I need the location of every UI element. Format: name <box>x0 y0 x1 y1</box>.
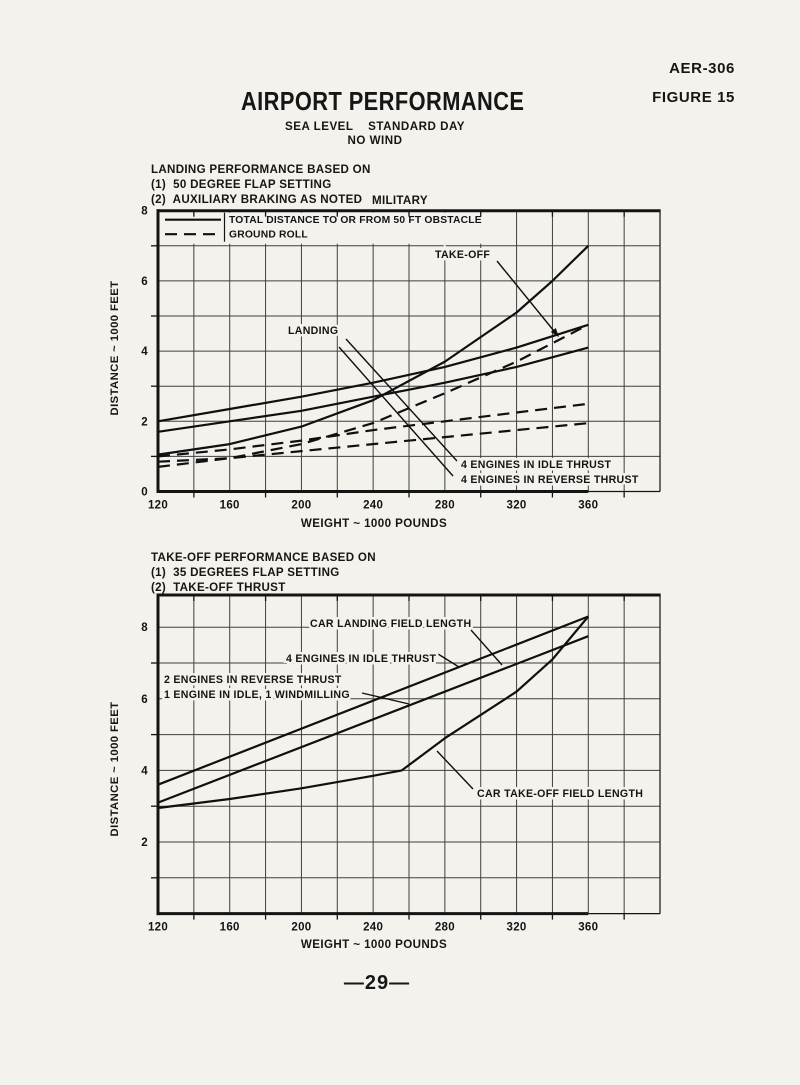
y-tick-label: 4 <box>141 765 148 777</box>
x-tick-label: 280 <box>435 922 455 934</box>
top-chart-x-axis-title: WEIGHT ~ 1000 POUNDS <box>300 517 448 530</box>
y-tick-label: 2 <box>141 837 148 849</box>
takeoff-notes-line-1: TAKE-OFF PERFORMANCE BASED ON <box>151 551 376 564</box>
annotation-leader-line <box>470 629 503 666</box>
x-tick-label: 240 <box>363 500 383 512</box>
annotation-leader-line <box>496 260 559 337</box>
x-tick-label: 320 <box>507 922 527 934</box>
y-tick-label: 8 <box>141 622 148 634</box>
curve-label-rev_line2: 1 ENGINE IN IDLE, 1 WINDMILLING <box>164 689 350 701</box>
legend-solid-label: TOTAL DISTANCE TO OR FROM 50 FT OBSTACLE <box>229 215 482 226</box>
takeoff-performance-chart: 120 160 200 240 280 320 360 2 4 6 8 CAR LANDING FIE… <box>141 593 661 934</box>
annotation-leader-line <box>436 750 474 790</box>
takeoff-notes-line-3: (2) TAKE-OFF THRUST <box>151 581 286 594</box>
top-chart-y-axis-title: DISTANCE ~ 1000 FEET <box>109 280 121 416</box>
annotation-leader-line <box>345 338 458 462</box>
x-tick-label: 160 <box>220 500 240 512</box>
y-tick-label: 6 <box>141 276 148 288</box>
annotation-leader-line <box>361 692 410 705</box>
x-tick-label: 120 <box>148 500 168 512</box>
conditions-line-1: SEA LEVEL STANDARD DAY <box>285 120 465 133</box>
annotation-arrowhead <box>550 328 559 337</box>
y-tick-label: 2 <box>141 416 148 428</box>
curve-label-idle4: 4 ENGINES IN IDLE THRUST <box>286 653 436 665</box>
curve-car-take-off-field-length <box>157 615 590 810</box>
x-tick-label: 280 <box>435 500 455 512</box>
annotation-leader-line <box>437 653 460 668</box>
landing-notes-line-2: (1) 50 DEGREE FLAP SETTING <box>151 178 332 191</box>
x-tick-label: 160 <box>220 922 240 934</box>
landing-performance-chart: TOTAL DISTANCE TO OR FROM 50 FT OBSTACLE… <box>141 206 661 512</box>
x-tick-label: 240 <box>363 922 383 934</box>
landing-notes-line-1: LANDING PERFORMANCE BASED ON <box>151 163 371 176</box>
curve-take-off-total-distance-to-or-from-50-ft <box>157 245 590 456</box>
military-label: MILITARY <box>372 194 428 207</box>
y-tick-label: 6 <box>141 694 148 706</box>
x-tick-label: 200 <box>291 922 311 934</box>
curve-landing-4-engines-in-reverse-thrust-grou <box>157 422 589 463</box>
takeoff-notes-line-2: (1) 35 DEGREES FLAP SETTING <box>151 566 340 579</box>
annotation-leader-line <box>338 346 454 477</box>
bottom-chart-x-axis-title: WEIGHT ~ 1000 POUNDS <box>300 938 448 951</box>
landing-notes-line-3: (2) AUXILIARY BRAKING AS NOTED <box>151 193 363 206</box>
curve-label-car_takeoff: CAR TAKE-OFF FIELD LENGTH <box>477 788 643 800</box>
curve-label-reverse: 4 ENGINES IN REVERSE THRUST <box>461 474 639 486</box>
figure-label: FIGURE 15 <box>652 89 735 106</box>
conditions-line-2: NO WIND <box>347 134 403 147</box>
curve-car-landing-field-length <box>157 635 589 804</box>
doc-number: AER-306 <box>669 60 735 77</box>
legend-dashed-label: GROUND ROLL <box>229 230 308 241</box>
curve-label-takeoff: TAKE-OFF <box>435 249 490 261</box>
curve-label-rev_line1: 2 ENGINES IN REVERSE THRUST <box>164 674 342 686</box>
x-tick-label: 200 <box>291 500 311 512</box>
y-tick-label: 4 <box>141 346 148 358</box>
curve-landing-4-engines-in-idle-thrust-ground- <box>157 402 589 458</box>
curve-take-off-ground-roll <box>157 323 589 468</box>
page-title: AIRPORT PERFORMANCE <box>241 86 525 116</box>
x-tick-label: 360 <box>578 922 598 934</box>
x-tick-label: 360 <box>578 500 598 512</box>
x-tick-label: 320 <box>507 500 527 512</box>
y-tick-label: 8 <box>141 206 148 218</box>
curve-4-engines-in-idle-thrust-2-engines-in-re <box>157 615 589 786</box>
curve-label-landing: LANDING <box>288 325 338 337</box>
page-number: —29— <box>343 972 411 994</box>
curve-landing-4-engines-in-idle-thrust-total-d <box>157 323 589 423</box>
curve-label-idle: 4 ENGINES IN IDLE THRUST <box>461 459 611 471</box>
legend-box <box>159 212 484 244</box>
bottom-chart-y-axis-title: DISTANCE ~ 1000 FEET <box>109 701 121 837</box>
curve-label-car_landing: CAR LANDING FIELD LENGTH <box>310 618 471 630</box>
y-tick-label: 0 <box>141 487 148 499</box>
curve-landing-4-engines-in-reverse-thrust-tota <box>157 346 589 433</box>
x-tick-label: 120 <box>148 922 168 934</box>
